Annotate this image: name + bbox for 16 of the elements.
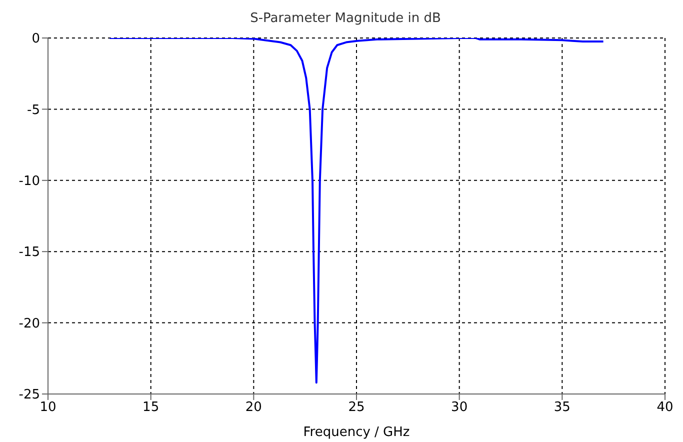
x-tick-label: 25 <box>348 400 365 416</box>
y-tick-label: -25 <box>18 388 40 403</box>
x-tick-label: 20 <box>245 400 262 416</box>
chart-title: S-Parameter Magnitude in dB <box>249 10 442 28</box>
y-tick-label: -20 <box>18 316 40 332</box>
y-tick-label: 0 <box>32 32 40 47</box>
x-tick-label: 30 <box>451 400 468 416</box>
x-tick-label: 35 <box>554 400 570 416</box>
x-tick-label: 40 <box>656 400 674 416</box>
x-tick-label: 10 <box>40 400 56 416</box>
line-series <box>108 38 604 384</box>
y-tick-label: -15 <box>18 245 40 260</box>
x-tick-label: 15 <box>142 400 160 416</box>
x-axis-title: Frequency / GHz <box>303 425 410 440</box>
y-tick-label: -10 <box>18 174 40 190</box>
y-tick-label: -5 <box>27 102 40 118</box>
